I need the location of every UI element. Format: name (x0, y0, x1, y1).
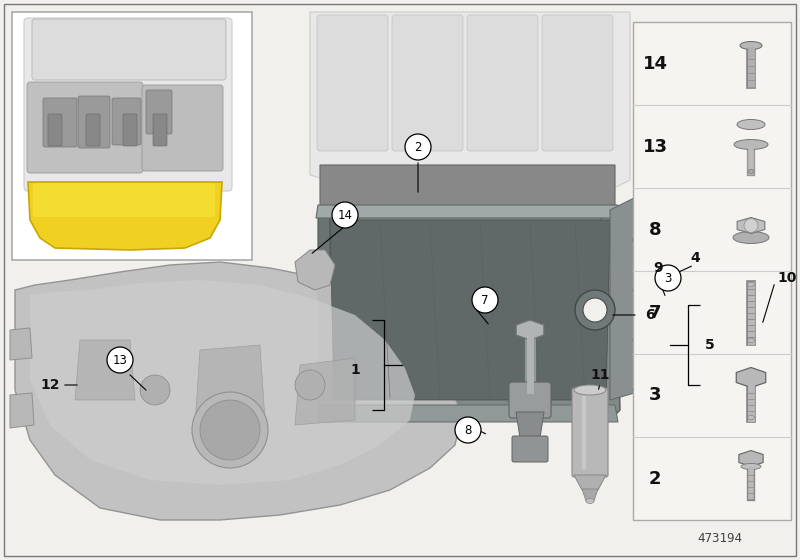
FancyBboxPatch shape (142, 85, 223, 171)
Polygon shape (10, 393, 34, 428)
Polygon shape (574, 475, 606, 490)
Ellipse shape (733, 231, 769, 244)
Text: 3: 3 (664, 272, 672, 284)
Ellipse shape (747, 416, 754, 419)
Text: 9: 9 (653, 261, 663, 275)
Text: 8: 8 (649, 221, 662, 239)
Polygon shape (195, 345, 265, 425)
Polygon shape (28, 182, 222, 250)
FancyBboxPatch shape (112, 98, 141, 145)
FancyBboxPatch shape (512, 436, 548, 462)
FancyBboxPatch shape (509, 382, 551, 418)
Polygon shape (752, 320, 768, 330)
Ellipse shape (741, 464, 761, 469)
Circle shape (455, 417, 481, 443)
Circle shape (744, 218, 758, 232)
Polygon shape (665, 430, 679, 440)
Circle shape (633, 385, 643, 395)
Circle shape (192, 392, 268, 468)
Circle shape (655, 265, 681, 291)
Polygon shape (30, 280, 415, 485)
Circle shape (332, 202, 358, 228)
Circle shape (663, 263, 677, 277)
Text: 13: 13 (642, 138, 667, 156)
Ellipse shape (586, 498, 594, 503)
Polygon shape (739, 450, 763, 466)
Polygon shape (10, 328, 32, 360)
Polygon shape (318, 200, 330, 420)
Polygon shape (320, 165, 615, 240)
Text: 14: 14 (642, 54, 667, 72)
FancyBboxPatch shape (86, 114, 100, 146)
Circle shape (295, 370, 325, 400)
Circle shape (633, 285, 643, 295)
FancyBboxPatch shape (572, 388, 608, 477)
Text: 14: 14 (338, 208, 353, 222)
Polygon shape (737, 217, 765, 234)
FancyBboxPatch shape (43, 98, 77, 147)
Text: 10: 10 (778, 271, 797, 285)
FancyBboxPatch shape (467, 15, 538, 151)
FancyBboxPatch shape (27, 82, 143, 173)
Ellipse shape (574, 385, 606, 395)
Ellipse shape (737, 119, 765, 129)
Circle shape (107, 347, 133, 373)
Text: 13: 13 (113, 353, 127, 366)
FancyBboxPatch shape (392, 15, 463, 151)
Polygon shape (318, 405, 618, 422)
Polygon shape (318, 205, 620, 420)
Text: 1: 1 (350, 363, 360, 377)
Text: 8: 8 (464, 423, 472, 436)
Circle shape (659, 284, 671, 296)
Text: 4: 4 (690, 251, 700, 265)
Circle shape (405, 134, 431, 160)
Polygon shape (316, 205, 620, 218)
Text: 6: 6 (645, 308, 655, 322)
Ellipse shape (747, 338, 754, 343)
FancyBboxPatch shape (153, 114, 167, 146)
FancyBboxPatch shape (146, 90, 172, 134)
Polygon shape (610, 195, 648, 400)
FancyBboxPatch shape (123, 114, 137, 146)
Circle shape (472, 287, 498, 313)
Circle shape (575, 290, 615, 330)
Polygon shape (330, 220, 610, 400)
FancyBboxPatch shape (542, 15, 613, 151)
Polygon shape (736, 367, 766, 388)
Ellipse shape (748, 170, 754, 174)
Circle shape (633, 235, 643, 245)
Polygon shape (516, 412, 544, 438)
Ellipse shape (740, 41, 762, 49)
Text: 5: 5 (705, 338, 715, 352)
Text: 11: 11 (590, 368, 610, 382)
Text: 473194: 473194 (698, 532, 742, 545)
FancyBboxPatch shape (32, 19, 226, 80)
Text: 3: 3 (649, 386, 662, 404)
FancyBboxPatch shape (24, 18, 232, 191)
FancyBboxPatch shape (33, 183, 215, 217)
Polygon shape (582, 489, 598, 501)
FancyBboxPatch shape (633, 22, 791, 520)
FancyBboxPatch shape (78, 96, 110, 148)
Text: 7: 7 (482, 293, 489, 306)
Circle shape (583, 298, 607, 322)
Polygon shape (295, 250, 335, 290)
Circle shape (200, 400, 260, 460)
Polygon shape (295, 358, 355, 425)
Text: 2: 2 (414, 141, 422, 153)
Polygon shape (15, 262, 462, 520)
Text: 12: 12 (40, 378, 60, 392)
Text: 7: 7 (649, 304, 662, 321)
FancyBboxPatch shape (317, 15, 388, 151)
FancyBboxPatch shape (12, 12, 252, 260)
Polygon shape (310, 12, 630, 210)
Polygon shape (516, 320, 544, 340)
FancyBboxPatch shape (48, 114, 62, 146)
Circle shape (633, 335, 643, 345)
Text: 2: 2 (649, 469, 662, 488)
Circle shape (140, 375, 170, 405)
Ellipse shape (747, 282, 754, 287)
Ellipse shape (734, 139, 768, 150)
Polygon shape (75, 340, 135, 400)
